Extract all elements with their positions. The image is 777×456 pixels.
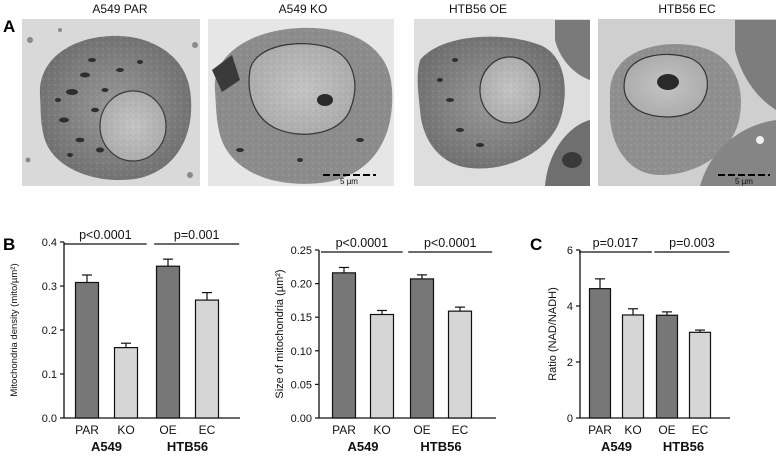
bar-ko — [621, 314, 645, 419]
y-tick-label: 2 — [567, 357, 573, 369]
chart-mitochondria-density: 0.0 0.1 0.2 0.3 0.4 Mitochondria density (mit… — [9, 228, 240, 454]
y-tick-label: 0.00 — [291, 413, 312, 425]
y-tick-label: 0.4 — [42, 237, 57, 249]
category-label: KO — [117, 423, 134, 437]
y-tick-label: 6 — [567, 245, 573, 257]
bar-ko — [113, 347, 139, 419]
panel-b-label: B — [3, 235, 15, 254]
bar-ko — [369, 313, 395, 419]
bar-ec — [688, 331, 712, 419]
y-axis-label: Ratio (NAD/NADH) — [547, 287, 559, 381]
y-tick-label: 0.3 — [42, 281, 57, 293]
category-label: PAR — [75, 423, 99, 437]
bar-oe — [155, 265, 181, 419]
bar-oe — [409, 278, 435, 419]
category-label: PAR — [588, 423, 612, 437]
group-label: HTB56 — [167, 439, 208, 454]
panel-a-label: A — [3, 17, 15, 36]
p-value-label: p=0.003 — [669, 236, 715, 250]
y-tick-label: 0.05 — [291, 379, 312, 391]
image-title-a549-ko: A549 KO — [279, 2, 328, 16]
y-tick-label: 0.2 — [42, 325, 57, 337]
y-tick-label: 0.20 — [291, 279, 312, 291]
p-value-label: p<0.0001 — [424, 236, 477, 250]
y-tick-label: 0.0 — [42, 413, 57, 425]
group-label: A549 — [347, 439, 378, 454]
p-value-label: p=0.017 — [593, 236, 639, 250]
y-tick-label: 0.15 — [291, 312, 312, 324]
group-label: A549 — [601, 439, 632, 454]
bar-ec — [447, 310, 473, 419]
category-label: KO — [373, 423, 390, 437]
bar-oe — [655, 314, 679, 419]
p-value-label: p<0.0001 — [79, 228, 132, 242]
y-tick-label: 0.25 — [291, 245, 312, 257]
bar-par — [74, 281, 100, 419]
category-label: EC — [199, 423, 216, 437]
category-label: EC — [692, 423, 709, 437]
y-tick-label: 0 — [567, 413, 573, 425]
category-label: OE — [658, 423, 675, 437]
chart-mitochondria-size: 0.00 0.05 0.10 0.15 0.20 0.25 Size of mitochon… — [274, 236, 496, 454]
p-value-label: p=0.001 — [174, 228, 220, 242]
chart-nad-nadh-ratio: 0 2 4 6 Ratio (NAD/NADH) PAR KO OE EC A549 HTB56 p=… — [547, 236, 730, 454]
y-axis-label: Mitochondria density (mito/µm²) — [9, 263, 20, 396]
category-label: OE — [159, 423, 176, 437]
y-axis-label: Size of mitochondria (µm²) — [274, 269, 286, 398]
micrograph-a549-ko: 5 µm — [208, 19, 394, 186]
image-title-htb56-ec: HTB56 EC — [658, 2, 716, 16]
bar-par — [588, 288, 612, 419]
group-label: A549 — [91, 439, 122, 454]
image-title-htb56-oe: HTB56 OE — [449, 2, 507, 16]
category-label: KO — [624, 423, 641, 437]
image-title-a549-par: A549 PAR — [92, 2, 147, 16]
category-label: PAR — [332, 423, 356, 437]
scale-bar-label: 5 µm — [735, 177, 753, 186]
category-label: EC — [452, 423, 469, 437]
y-tick-label: 0.1 — [42, 369, 57, 381]
micrograph-a549-par — [22, 19, 200, 186]
bar-ec — [194, 299, 220, 419]
p-value-label: p<0.0001 — [336, 236, 389, 250]
y-tick-label: 0.10 — [291, 346, 312, 358]
scale-bar-label: 5 µm — [340, 177, 358, 186]
micrograph-htb56-oe — [414, 19, 590, 186]
group-label: HTB56 — [663, 439, 704, 454]
micrograph-htb56-ec: 5 µm — [598, 19, 776, 186]
y-tick-label: 4 — [567, 301, 573, 313]
category-label: OE — [413, 423, 430, 437]
group-label: HTB56 — [420, 439, 461, 454]
panel-c-label: C — [530, 235, 542, 254]
bar-par — [331, 272, 357, 419]
